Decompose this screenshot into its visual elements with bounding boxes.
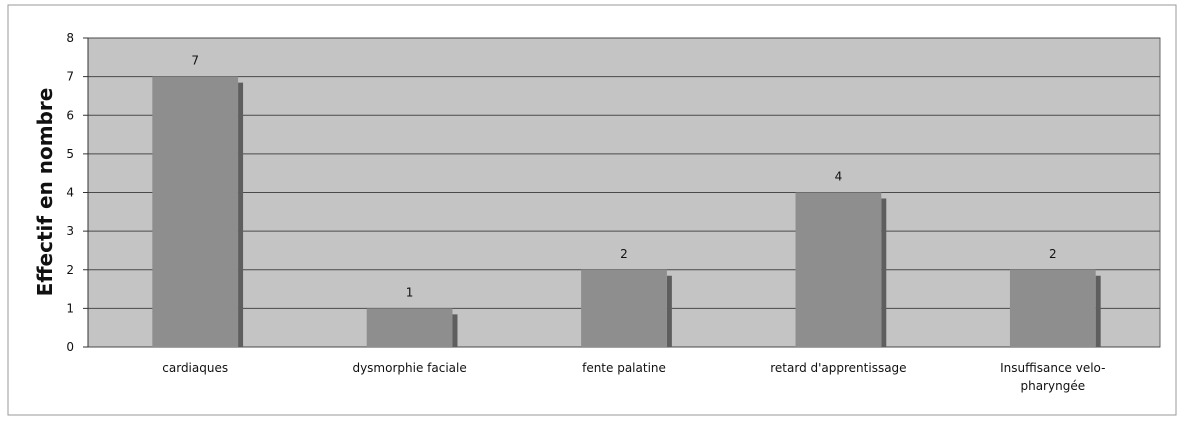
- data-label: 2: [1049, 247, 1057, 261]
- data-label: 4: [835, 170, 843, 184]
- y-tick-label: 4: [66, 186, 74, 200]
- bar: [152, 76, 239, 347]
- y-tick-label: 0: [66, 340, 74, 354]
- bar-shadow: [238, 82, 244, 347]
- bar: [366, 308, 453, 347]
- bar: [581, 269, 667, 347]
- bar-shadow: [452, 314, 458, 347]
- x-tick-label: fente palatine: [582, 361, 666, 375]
- x-tick-label: retard d'apprentissage: [770, 361, 906, 375]
- bar: [1009, 269, 1096, 347]
- bar-shadow: [881, 198, 887, 347]
- data-label: 2: [620, 247, 628, 261]
- x-tick-label: dysmorphie faciale: [352, 361, 466, 375]
- x-tick-label: cardiaques: [162, 361, 228, 375]
- y-tick-label: 1: [66, 301, 74, 315]
- y-axis-label: Effectif en nombre: [33, 88, 57, 297]
- y-tick-label: 8: [66, 31, 74, 45]
- data-label: 1: [406, 285, 414, 299]
- y-tick-label: 3: [66, 224, 74, 238]
- y-tick-label: 5: [66, 147, 74, 161]
- y-tick-label: 7: [66, 70, 74, 84]
- x-tick-label: Insuffisance velo-pharyngée: [1000, 361, 1105, 393]
- y-tick-label: 6: [66, 108, 74, 122]
- bar-shadow: [1095, 275, 1101, 347]
- bar-shadow: [666, 275, 672, 347]
- y-tick-label: 2: [66, 263, 74, 277]
- data-label: 7: [191, 54, 199, 68]
- bar: [795, 192, 882, 347]
